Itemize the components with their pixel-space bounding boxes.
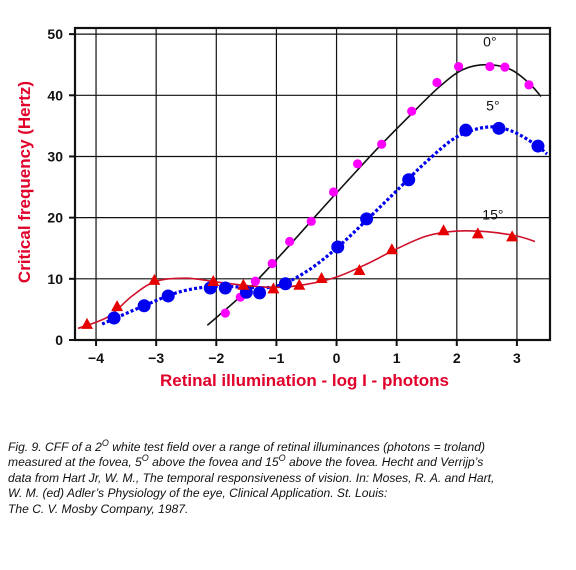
y-tick-label: 0 [55,332,63,348]
series-0-point [352,159,363,169]
degree-superscript: O [141,453,149,464]
series-label: 0° [483,33,496,49]
figure-caption: Fig. 9. CFF of a 2O white test field ove… [8,437,570,517]
series-0-point [250,276,260,286]
series-1-point [331,240,345,254]
series-1-point [360,212,374,226]
series-1-point [137,299,151,313]
x-tick-label: 3 [513,350,521,366]
series-0-point [485,61,495,72]
y-tick-label: 40 [47,87,63,103]
series-0-point [407,106,417,116]
series-2-point [237,278,250,290]
y-tick-label: 20 [47,210,63,226]
caption-line: data from Hart Jr, W. M., The temporal r… [8,470,495,485]
cff-chart: 0 10 20 30 40 50 −4 −3 −2 −1 0 1 2 3 Retinal illuminat… [15,26,552,390]
series-0-point [306,216,316,226]
series-2-point [111,300,124,312]
x-tick-label: 0 [333,350,341,366]
plot-frame [73,26,552,342]
series-1-point [492,121,506,135]
series-1-point [218,281,232,295]
x-tick-label: −1 [268,350,284,366]
series-0-point [454,61,464,72]
degree-superscript: O [278,453,286,464]
series-2-point [293,278,306,290]
caption-line: measured at the fovea, 5O above the fove… [8,453,484,470]
series-1-point [459,123,473,137]
y-tick-label: 30 [47,148,63,164]
series-2-point [353,264,366,276]
series-0-point [432,77,442,88]
series-2-point [267,282,280,294]
series-curve-1 [101,125,549,326]
series-label: 5° [486,98,499,114]
series-1-point [107,311,121,325]
degree-superscript: O [101,437,109,448]
series-curve-2 [77,229,536,330]
series-0-point [285,236,295,247]
series-2-point [315,272,328,284]
series-2-point [471,227,484,239]
series-2-point [81,317,94,329]
series-2-point [437,224,450,236]
caption-line: Fig. 9. CFF of a 2O white test field ove… [8,437,486,454]
series-2-point [385,243,398,255]
x-tick-label: −4 [88,350,104,366]
series-0-point [220,308,230,318]
series-0-point [500,62,510,72]
series-0-point [267,258,277,269]
series-curve-0 [206,63,542,326]
y-tick-label: 10 [47,271,63,287]
series-1-point [161,289,175,303]
series-2-point [148,273,161,285]
series-1-point [253,286,267,300]
x-axis-label: Retinal illumination - log I - photons [160,371,449,390]
series-0-point [524,80,534,90]
series-1-point [278,277,292,291]
y-axis-label: Critical frequency (Hertz) [15,81,34,283]
series-label: 15° [482,206,503,222]
x-tick-label: 1 [393,350,401,366]
x-tick-label: −3 [148,350,164,366]
series-0-point [377,139,387,149]
y-tick-label: 50 [47,26,63,42]
caption-line: W. M. (ed) Adler’s Physiology of the eye… [8,486,388,501]
x-tick-label: 2 [453,350,461,366]
series-2-point [506,230,519,242]
x-tick-label: −2 [208,350,224,366]
caption-line: The C. V. Mosby Company, 1987. [8,501,189,516]
series-2-point [207,275,220,287]
series-1-point [402,173,416,187]
series-1-point [531,139,545,153]
series-0-point [328,187,339,197]
